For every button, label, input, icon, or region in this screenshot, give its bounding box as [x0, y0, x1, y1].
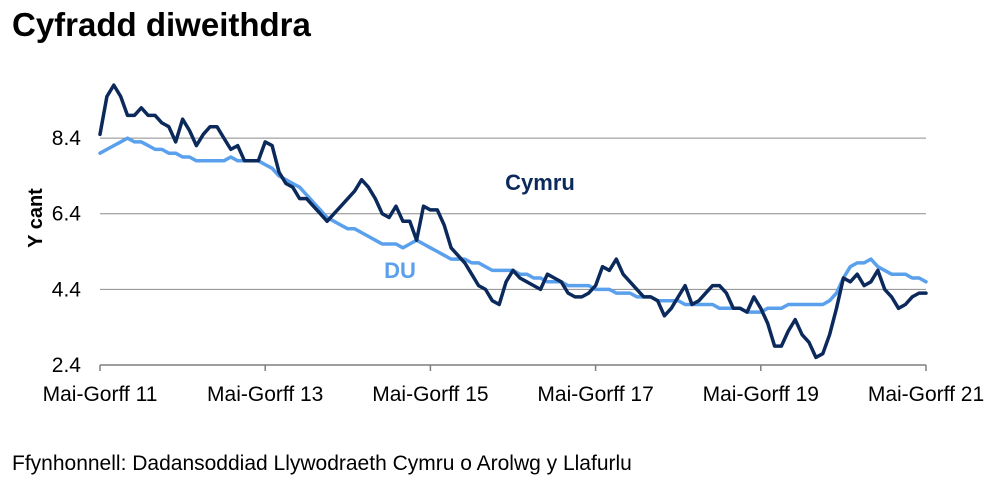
series-labels: Cymru DU: [384, 170, 575, 283]
series-label-cymru: Cymru: [505, 170, 575, 195]
chart-title: Cyfradd diweithdra: [12, 6, 311, 43]
series-label-du: DU: [384, 258, 416, 283]
line-chart: 2.4 4.4 6.4 8.4 Y cant Cymru DU Mai-Gorff 11…: [25, 83, 984, 406]
x-tick-label: Mai-Gorff 13: [207, 383, 323, 406]
gridlines: [100, 137, 926, 290]
x-tick-label: Mai-Gorff 19: [703, 383, 819, 406]
series-line-du: [98, 136, 928, 314]
y-tick-label: 6.4: [52, 203, 82, 226]
source-note: Ffynhonnell: Dadansoddiad Llywodraeth Cy…: [12, 452, 632, 475]
x-tick-label: Mai-Gorff 17: [537, 383, 653, 406]
y-tick-label: 4.4: [52, 278, 82, 301]
x-tick-label: Mai-Gorff 11: [43, 383, 158, 406]
y-tick-label: 2.4: [52, 354, 82, 377]
y-tick-labels: 2.4 4.4 6.4 8.4: [52, 127, 82, 377]
series-line-cymru: [98, 83, 928, 360]
x-tick-labels: Mai-Gorff 11 Mai-Gorff 13 Mai-Gorff 15 Mai-…: [43, 365, 984, 406]
y-axis-label: Y cant: [25, 188, 47, 248]
x-tick-label: Mai-Gorff 21: [868, 383, 984, 406]
y-tick-label: 8.4: [52, 127, 82, 150]
x-tick-label: Mai-Gorff 15: [372, 383, 488, 406]
series-lines: [98, 83, 928, 360]
